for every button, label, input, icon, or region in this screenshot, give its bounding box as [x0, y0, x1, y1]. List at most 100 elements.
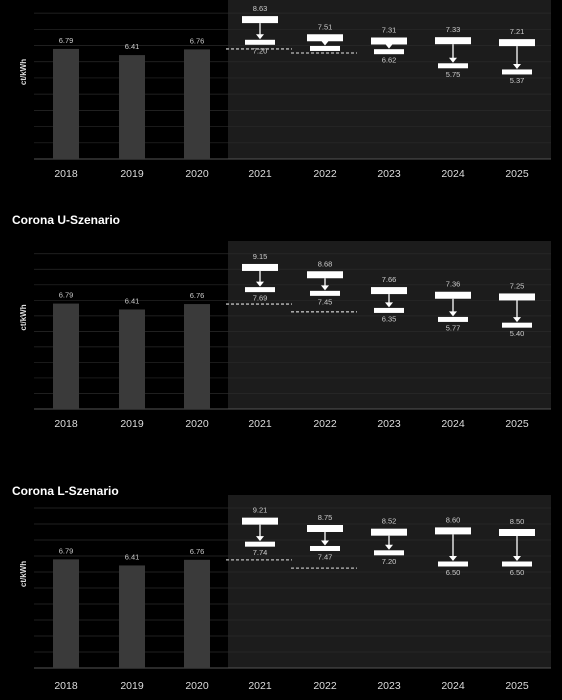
forecast-range-marker	[499, 293, 535, 328]
range-low-label: 7.47	[318, 552, 333, 561]
range-high-label: 9.21	[253, 506, 268, 515]
range-low-cap	[374, 49, 404, 55]
x-tick-label: 2021	[248, 418, 272, 430]
historic-bar	[53, 48, 79, 159]
range-high-label: 7.25	[510, 281, 525, 290]
range-arrow	[449, 311, 457, 317]
x-tick-label: 2019	[120, 168, 144, 180]
range-high-label: 8.52	[382, 517, 397, 526]
bar-value-label: 6.76	[190, 547, 205, 556]
range-high-label: 8.63	[253, 4, 268, 13]
range-arrow	[513, 317, 521, 323]
range-low-label: 5.77	[446, 323, 461, 332]
bar-value-label: 6.79	[59, 291, 74, 300]
range-high-label: 7.51	[318, 22, 333, 31]
range-low-cap	[438, 316, 468, 322]
bar-value-label: 6.76	[190, 291, 205, 300]
chart-panel-2: ct/kWh 6.79 6.41 6.76 9.15 7.69 8.68 7.45 7.66 6.…	[19, 241, 551, 430]
forecast-range-marker	[435, 37, 471, 69]
range-arrow	[256, 34, 264, 40]
range-low-label: 6.50	[446, 568, 461, 577]
x-tick-label: 2018	[54, 168, 78, 180]
x-tick-label: 2020	[185, 680, 209, 692]
x-tick-label: 2022	[313, 168, 337, 180]
x-tick-label: 2021	[248, 168, 272, 180]
range-high-cap	[371, 528, 407, 536]
x-tick-label: 2024	[441, 418, 465, 430]
x-tick-label: 2023	[377, 680, 401, 692]
range-low-cap	[245, 39, 275, 45]
x-tick-label: 2025	[505, 418, 529, 430]
forecast-range-marker	[307, 34, 343, 51]
range-low-label: 6.50	[510, 568, 525, 577]
range-high-label: 7.31	[382, 26, 397, 35]
range-high-label: 7.36	[446, 280, 461, 289]
x-tick-label: 2022	[313, 680, 337, 692]
range-arrow	[385, 302, 393, 308]
range-high-cap	[371, 37, 407, 45]
forecast-area	[228, 0, 551, 159]
x-tick-label: 2018	[54, 680, 78, 692]
historic-bar	[184, 49, 210, 160]
x-tick-label: 2023	[377, 418, 401, 430]
range-high-cap	[499, 529, 535, 536]
range-low-label: 6.62	[382, 56, 397, 65]
range-high-cap	[499, 293, 535, 301]
range-low-cap	[310, 545, 340, 551]
x-tick-label: 2020	[185, 168, 209, 180]
forecast-range-marker	[307, 525, 343, 551]
historic-bar	[53, 303, 79, 409]
x-tick-label: 2020	[185, 418, 209, 430]
range-arrow	[449, 57, 457, 63]
range-low-cap	[310, 290, 340, 296]
bar-value-label: 6.41	[125, 42, 140, 51]
x-tick-label: 2024	[441, 168, 465, 180]
forecast-range-marker	[242, 16, 278, 45]
range-high-label: 9.15	[253, 252, 268, 261]
range-low-label: 7.20	[382, 557, 397, 566]
forecast-range-marker	[371, 37, 407, 55]
range-arrow	[385, 544, 393, 550]
range-low-cap	[502, 69, 532, 75]
y-axis-label: ct/kWh	[19, 561, 28, 587]
range-low-cap	[438, 63, 468, 69]
x-tick-label: 2019	[120, 418, 144, 430]
range-low-label: 7.45	[318, 297, 333, 306]
range-high-cap	[435, 291, 471, 299]
historic-bar	[184, 304, 210, 409]
range-arrow	[321, 285, 329, 291]
x-tick-label: 2023	[377, 168, 401, 180]
range-low-cap	[245, 287, 275, 293]
historic-bar	[119, 565, 145, 668]
range-low-label: 6.35	[382, 314, 397, 323]
historic-bar	[119, 309, 145, 409]
range-low-cap	[310, 45, 340, 51]
range-low-label: 5.37	[510, 76, 525, 85]
forecast-range-marker	[242, 263, 278, 293]
historic-bar	[119, 55, 145, 159]
range-low-label: 7.20	[253, 46, 268, 55]
range-high-label: 8.50	[510, 517, 525, 526]
range-arrow	[256, 281, 264, 287]
range-high-label: 8.60	[446, 515, 461, 524]
x-tick-label: 2024	[441, 680, 465, 692]
range-high-cap	[371, 287, 407, 295]
bar-value-label: 6.79	[59, 546, 74, 555]
historic-bar	[184, 559, 210, 668]
forecast-range-marker	[371, 528, 407, 556]
forecast-range-marker	[435, 527, 471, 567]
chart-panel-1: ct/kWh 6.79 6.41 6.76 8.63 7.20 7.51 7.31 6.62 7.…	[19, 0, 551, 180]
x-tick-label: 2019	[120, 680, 144, 692]
chart-title-3: Corona L-Szenario	[12, 484, 119, 498]
range-high-cap	[242, 16, 278, 24]
range-low-cap	[245, 541, 275, 547]
chart-title-2: Corona U-Szenario	[12, 213, 121, 227]
forecast-range-marker	[371, 287, 407, 313]
range-high-label: 8.68	[318, 259, 333, 268]
range-high-cap	[499, 39, 535, 47]
forecast-range-marker	[499, 529, 535, 567]
forecast-range-marker	[307, 271, 343, 296]
range-high-label: 7.21	[510, 27, 525, 36]
range-arrow	[513, 556, 521, 561]
forecast-range-marker	[242, 517, 278, 547]
